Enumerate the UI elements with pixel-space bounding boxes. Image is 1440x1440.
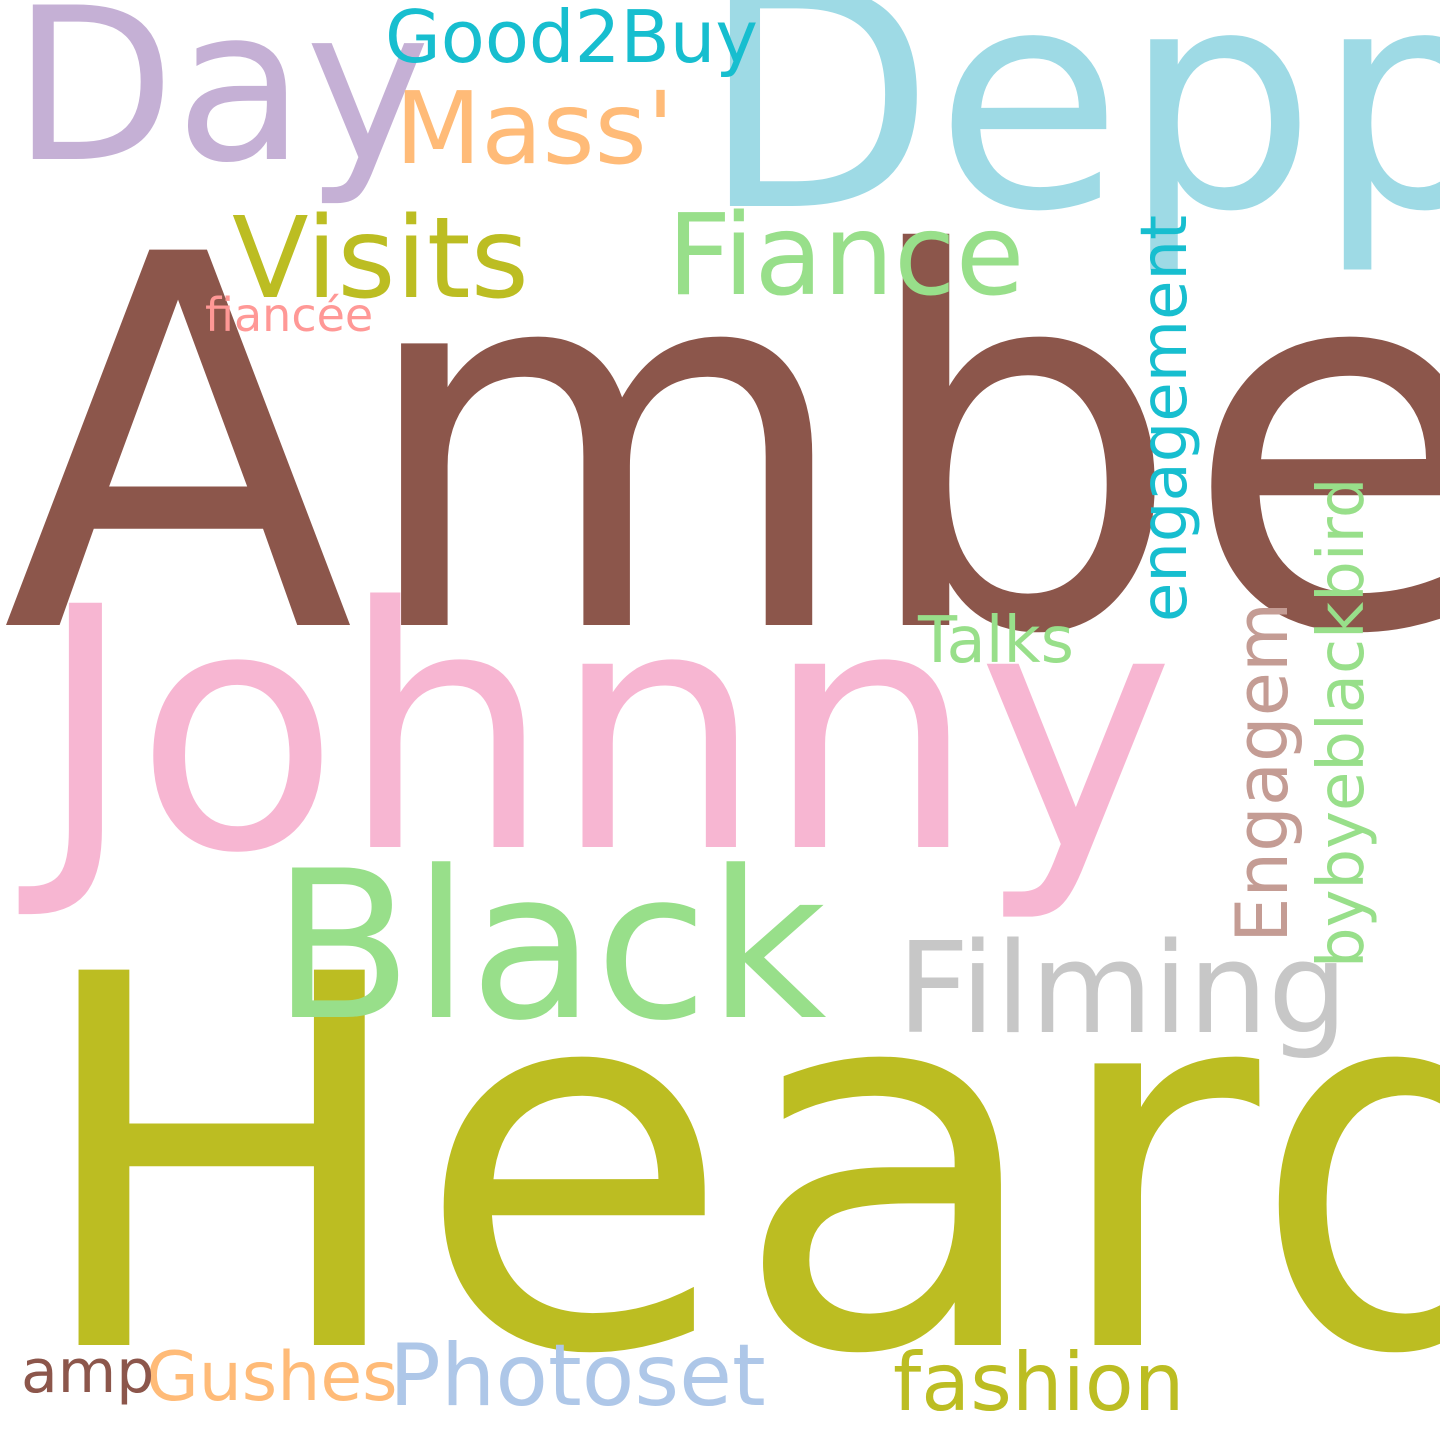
word-amber: Amber [2, 148, 1440, 747]
word-engagement: engagement [1128, 214, 1202, 622]
word-talks: Talks [918, 604, 1074, 678]
word-depp: Depp [700, 0, 1440, 278]
word-fiance: Fiance [667, 191, 1025, 321]
word-black: Black [272, 828, 827, 1066]
word-amp: amp [21, 1337, 155, 1407]
word-bybyeblackbird: bybyeblackbird [1305, 477, 1379, 968]
word-fashion: fashion [893, 1336, 1185, 1429]
word-photoset: Photoset [389, 1326, 766, 1426]
word-good2buy: Good2Buy [385, 0, 759, 79]
word-filming: Filming [897, 915, 1348, 1062]
word-fiancee: fiancée [205, 288, 374, 342]
word-johnny: Johnny [36, 537, 1175, 927]
word-mass: Mass' [395, 70, 675, 187]
word-engagem: Engagem [1220, 601, 1304, 943]
word-day: Day [12, 0, 431, 209]
word-visits: Visits [232, 194, 530, 324]
word-heard: Heard [28, 868, 1440, 1440]
word-gushes: Gushes [146, 1338, 398, 1417]
